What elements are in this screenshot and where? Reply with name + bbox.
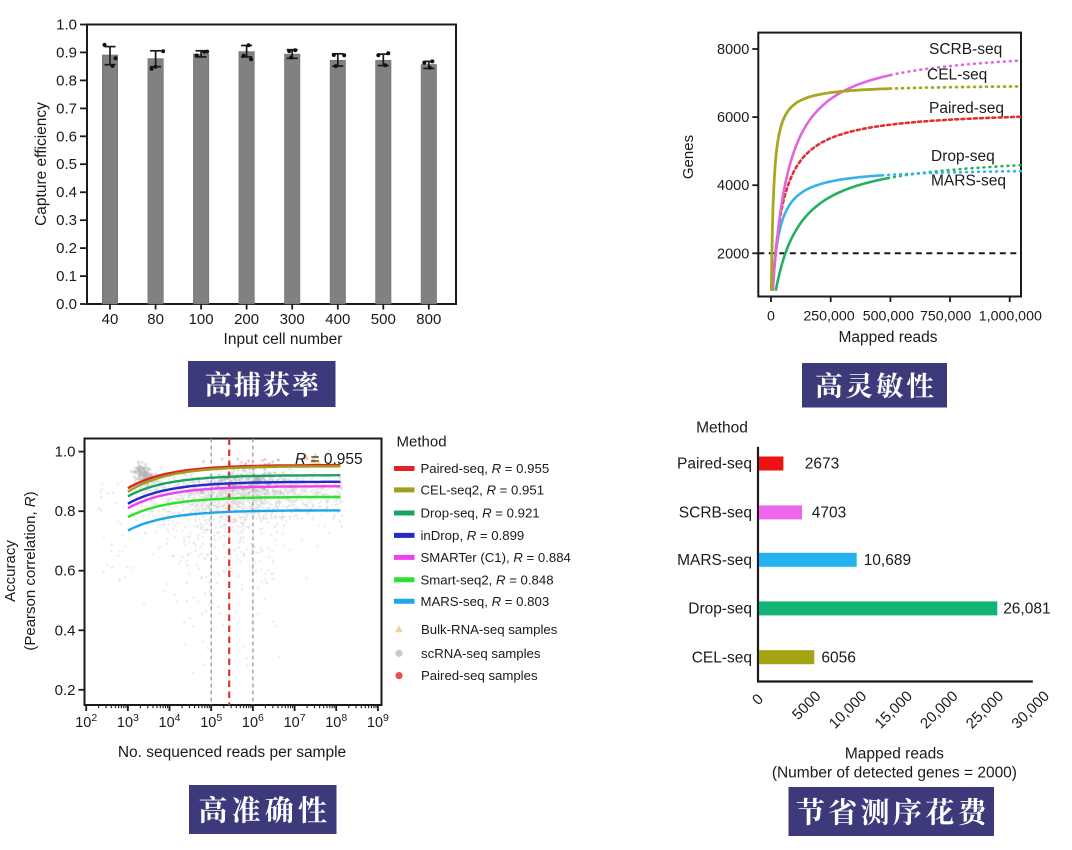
svg-text:Method: Method — [397, 434, 447, 451]
svg-text:scRNA-seq samples: scRNA-seq samples — [421, 646, 541, 661]
svg-text:105: 105 — [200, 712, 222, 731]
svg-text:0.4: 0.4 — [55, 622, 76, 639]
svg-text:Accuracy: Accuracy — [2, 540, 19, 602]
svg-text:MARS-seq, R = 0.803: MARS-seq, R = 0.803 — [421, 594, 550, 609]
svg-text:1.0: 1.0 — [56, 17, 77, 34]
svg-text:0.8: 0.8 — [56, 72, 77, 89]
svg-text:Paired-seq: Paired-seq — [677, 456, 752, 473]
svg-text:25,000: 25,000 — [963, 688, 1007, 732]
svg-text:0.2: 0.2 — [56, 240, 77, 257]
svg-text:500: 500 — [371, 311, 396, 328]
svg-text:SCRB-seq: SCRB-seq — [929, 41, 1002, 58]
svg-text:Drop-seq: Drop-seq — [931, 148, 995, 165]
svg-text:107: 107 — [284, 712, 306, 731]
svg-text:0.5: 0.5 — [56, 156, 77, 173]
svg-text:30,000: 30,000 — [1008, 688, 1052, 732]
svg-text:Mapped reads: Mapped reads — [845, 745, 944, 762]
svg-text:10,000: 10,000 — [826, 688, 870, 732]
svg-text:300: 300 — [280, 311, 305, 328]
svg-text:No. sequenced reads per sample: No. sequenced reads per sample — [118, 744, 346, 761]
svg-text:200: 200 — [234, 311, 259, 328]
svg-text:SCRB-seq: SCRB-seq — [679, 505, 752, 522]
svg-text:MARS-seq: MARS-seq — [677, 552, 752, 569]
svg-text:100: 100 — [189, 311, 214, 328]
svg-text:CEL-seq: CEL-seq — [927, 67, 987, 84]
svg-text:Drop-seq: Drop-seq — [688, 601, 752, 618]
svg-text:6056: 6056 — [821, 649, 855, 666]
svg-text:750,000: 750,000 — [920, 309, 971, 325]
svg-text:Paired-seq samples: Paired-seq samples — [421, 668, 538, 683]
svg-text:20,000: 20,000 — [917, 688, 961, 732]
svg-text:Paired-seq: Paired-seq — [929, 100, 1004, 117]
svg-text:1.0: 1.0 — [55, 444, 76, 461]
svg-text:Genes: Genes — [680, 135, 697, 179]
svg-text:Paired-seq, R = 0.955: Paired-seq, R = 0.955 — [421, 461, 550, 476]
svg-text:250,000: 250,000 — [803, 309, 854, 325]
svg-text:Input cell number: Input cell number — [224, 331, 343, 348]
svg-text:800: 800 — [416, 311, 441, 328]
svg-text:500,000: 500,000 — [863, 309, 914, 325]
svg-text:Drop-seq, R = 0.921: Drop-seq, R = 0.921 — [421, 506, 540, 521]
svg-text:R = 0.955: R = 0.955 — [295, 451, 363, 468]
svg-text:102: 102 — [75, 712, 97, 731]
svg-text:SMARTer (C1), R = 0.884: SMARTer (C1), R = 0.884 — [421, 550, 571, 565]
svg-text:4000: 4000 — [717, 178, 749, 194]
svg-text:6000: 6000 — [717, 110, 749, 126]
svg-text:Bulk-RNA-seq samples: Bulk-RNA-seq samples — [421, 622, 558, 637]
svg-text:CEL-seq: CEL-seq — [692, 649, 752, 666]
svg-text:26,081: 26,081 — [1003, 601, 1050, 618]
svg-text:0.3: 0.3 — [56, 212, 77, 229]
svg-text:0.8: 0.8 — [55, 503, 76, 520]
svg-text:400: 400 — [325, 311, 350, 328]
svg-text:5000: 5000 — [789, 688, 825, 724]
svg-text:104: 104 — [159, 712, 181, 731]
svg-text:Method: Method — [696, 420, 748, 437]
svg-text:0.6: 0.6 — [55, 563, 76, 580]
svg-text:80: 80 — [147, 311, 164, 328]
svg-text:2000: 2000 — [717, 246, 749, 262]
svg-text:0.0: 0.0 — [56, 296, 77, 313]
svg-text:Smart-seq2, R = 0.848: Smart-seq2, R = 0.848 — [421, 572, 554, 587]
svg-text:10,689: 10,689 — [864, 552, 911, 569]
svg-text:MARS-seq: MARS-seq — [931, 173, 1006, 190]
svg-text:0.4: 0.4 — [56, 184, 77, 201]
svg-text:4703: 4703 — [812, 505, 846, 522]
svg-text:1,000,000: 1,000,000 — [979, 309, 1042, 325]
svg-text:0.9: 0.9 — [56, 44, 77, 61]
svg-text:106: 106 — [242, 712, 264, 731]
svg-text:0.1: 0.1 — [56, 268, 77, 285]
svg-text:0: 0 — [767, 309, 775, 325]
svg-text:0: 0 — [749, 691, 767, 709]
svg-text:40: 40 — [102, 311, 119, 328]
svg-text:Mapped reads: Mapped reads — [838, 329, 937, 346]
svg-text:108: 108 — [325, 712, 347, 731]
svg-text:0.7: 0.7 — [56, 100, 77, 117]
svg-text:Capture efficiency: Capture efficiency — [33, 102, 50, 226]
svg-text:8000: 8000 — [717, 42, 749, 58]
svg-text:2673: 2673 — [805, 456, 839, 473]
svg-text:0.6: 0.6 — [56, 128, 77, 145]
svg-text:inDrop, R = 0.899: inDrop, R = 0.899 — [421, 528, 525, 543]
svg-text:103: 103 — [117, 712, 139, 731]
svg-text:(Number of detected genes = 20: (Number of detected genes = 2000) — [772, 764, 1017, 781]
svg-text:15,000: 15,000 — [871, 688, 915, 732]
svg-text:0.2: 0.2 — [55, 682, 76, 699]
svg-text:109: 109 — [367, 712, 389, 731]
svg-text:CEL-seq2, R = 0.951: CEL-seq2, R = 0.951 — [421, 482, 545, 497]
svg-text:(Pearson correlation, R): (Pearson correlation, R) — [22, 491, 39, 650]
